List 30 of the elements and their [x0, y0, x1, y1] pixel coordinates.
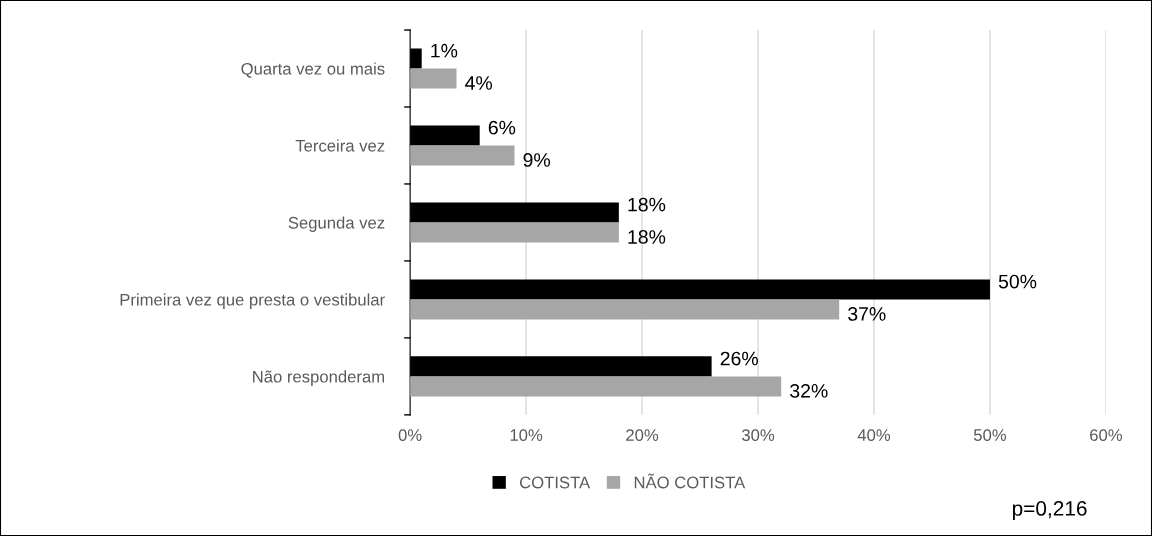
- x-tick-label: 60%: [1090, 429, 1123, 441]
- y-tick-label: Primeira vez que presta o vestibular: [120, 293, 385, 309]
- x-tick-label: 30%: [741, 429, 775, 441]
- y-tick-label: Quarta vez ou mais: [241, 62, 385, 78]
- data-label: 26%: [720, 351, 758, 366]
- x-tick-label: 20%: [626, 429, 659, 441]
- data-label: 18%: [628, 197, 666, 212]
- bar: [410, 299, 840, 320]
- y-tick-label: Não responderam: [253, 370, 385, 386]
- data-label: 1%: [431, 43, 458, 58]
- data-label: 50%: [998, 274, 1037, 289]
- x-tick-label: 40%: [857, 429, 891, 441]
- data-label: 37%: [848, 307, 886, 321]
- legend-label: NÃO COTISTA: [634, 473, 746, 489]
- bar: [410, 222, 619, 243]
- data-label: 6%: [488, 120, 516, 135]
- text: p=0,216: [1012, 501, 1087, 520]
- x-tick-label: 50%: [973, 429, 1007, 441]
- x-tick-label: 0%: [398, 429, 422, 441]
- y-tick-label: Segunda vez: [288, 216, 385, 232]
- legend-label: COTISTA: [520, 476, 591, 489]
- bar: [410, 376, 782, 397]
- data-label: 32%: [790, 383, 828, 398]
- x-tick-label: 10%: [510, 429, 543, 441]
- bar: [410, 68, 457, 89]
- bar: [410, 145, 515, 166]
- y-tick-label: Terceira vez: [295, 139, 385, 152]
- data-label: 4%: [465, 76, 493, 90]
- data-label: 9%: [523, 153, 551, 167]
- data-label: 18%: [628, 230, 666, 244]
